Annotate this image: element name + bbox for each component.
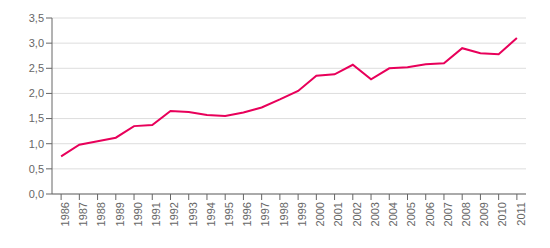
svg-text:1990: 1990	[132, 202, 144, 226]
svg-text:2003: 2003	[369, 202, 381, 226]
svg-text:2,5: 2,5	[29, 62, 44, 74]
svg-text:2004: 2004	[387, 202, 399, 226]
svg-text:1,0: 1,0	[29, 138, 44, 150]
svg-text:1998: 1998	[278, 202, 290, 226]
svg-text:2,0: 2,0	[29, 87, 44, 99]
svg-text:1989: 1989	[114, 202, 126, 226]
svg-text:2011: 2011	[515, 202, 527, 226]
svg-text:2000: 2000	[314, 202, 326, 226]
svg-text:2009: 2009	[478, 202, 490, 226]
svg-text:1993: 1993	[187, 202, 199, 226]
svg-text:1994: 1994	[205, 202, 217, 226]
svg-text:1999: 1999	[296, 202, 308, 226]
svg-text:1,5: 1,5	[29, 112, 44, 124]
svg-text:1997: 1997	[259, 202, 271, 226]
svg-text:1996: 1996	[241, 202, 253, 226]
svg-text:2001: 2001	[332, 202, 344, 226]
svg-text:1986: 1986	[59, 202, 71, 226]
svg-text:2005: 2005	[405, 202, 417, 226]
svg-text:1988: 1988	[95, 202, 107, 226]
svg-text:2008: 2008	[460, 202, 472, 226]
svg-text:2006: 2006	[424, 202, 436, 226]
svg-text:3,0: 3,0	[29, 37, 44, 49]
svg-text:1995: 1995	[223, 202, 235, 226]
svg-text:1992: 1992	[168, 202, 180, 226]
svg-text:2010: 2010	[496, 202, 508, 226]
svg-text:3,5: 3,5	[29, 12, 44, 24]
svg-text:1987: 1987	[77, 202, 89, 226]
svg-text:1991: 1991	[150, 202, 162, 226]
svg-text:2002: 2002	[351, 202, 363, 226]
svg-text:2007: 2007	[442, 202, 454, 226]
svg-text:0,5: 0,5	[29, 163, 44, 175]
svg-text:0,0: 0,0	[29, 188, 44, 200]
